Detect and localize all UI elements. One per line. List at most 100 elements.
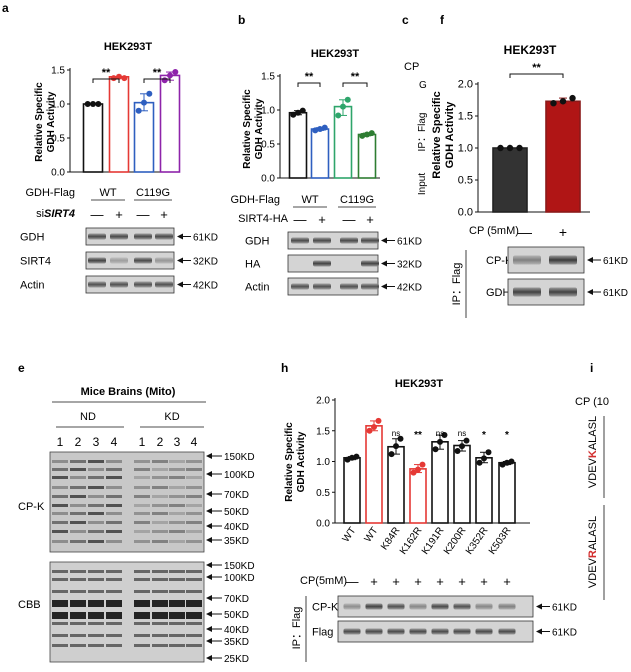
gel-band [152, 612, 168, 619]
gel-band [106, 512, 122, 515]
panel-i-sequence-r: VDEVRALASL [587, 516, 599, 588]
gel-band [186, 521, 202, 524]
blot-band [313, 260, 331, 267]
arrow-icon [381, 237, 387, 244]
blot-band [498, 603, 516, 610]
data-point [95, 101, 102, 107]
y-tick-label: 1.5 [261, 72, 275, 83]
sig-label: ** [102, 67, 111, 79]
gel-band [169, 540, 185, 543]
gel-band [134, 521, 150, 524]
panel-b-ylabel-1: Relative Specific [242, 89, 253, 169]
gel-band [70, 540, 86, 543]
gel-band [70, 570, 86, 573]
arrow-icon [206, 562, 212, 568]
gel-band [88, 570, 104, 573]
panel-h-cp-label: CP(5mM) [300, 575, 347, 587]
gel-band [152, 578, 168, 581]
gel-band [186, 540, 202, 543]
arrow-icon [206, 491, 212, 497]
gel-band [169, 521, 185, 524]
sign-plus: + [370, 574, 378, 589]
mw-marker-label: 70KD [224, 594, 249, 605]
panel-h-ylabel-1: Relative Specific [284, 422, 295, 502]
sign-minus: — [91, 207, 104, 222]
mw-size-label: 32KD [193, 257, 218, 268]
gel-band [52, 622, 68, 625]
y-tick-label: 0.0 [458, 207, 473, 219]
blot-band [409, 603, 427, 610]
gel-band [88, 495, 104, 498]
gel-band [152, 486, 168, 489]
gel-band [52, 460, 68, 463]
blot-band [155, 257, 173, 264]
arrow-icon [206, 523, 212, 529]
y-tick-label: 0.0 [316, 519, 330, 530]
panel-b-group-c119g: C119G [340, 194, 374, 206]
gel-band [106, 521, 122, 524]
sig-bracket [92, 78, 120, 83]
sig-bracket [297, 82, 321, 87]
bar [82, 103, 104, 173]
blot-label: Actin [245, 282, 269, 294]
gel-band [134, 570, 150, 573]
lane-number: 4 [111, 435, 118, 449]
gel-band [134, 540, 150, 543]
gel-band [88, 521, 104, 524]
bar [365, 425, 383, 524]
panel-e-group-kd: KD [164, 411, 179, 423]
y-tick-label: 0.0 [261, 174, 275, 185]
gel-band [169, 644, 185, 647]
gel-band [88, 476, 104, 479]
data-point [454, 448, 461, 455]
panel-i: i CP (10 VDEVKALASL VDEVRALASL [575, 361, 609, 600]
gel-band [70, 504, 86, 507]
mw-size-label: 61KD [397, 237, 422, 248]
data-point [290, 111, 297, 118]
panel-letter-e: e [18, 361, 25, 375]
gel-band [152, 504, 168, 507]
gel-band [134, 644, 150, 647]
gel-band [106, 644, 122, 647]
sig-label: * [482, 430, 486, 441]
data-point [419, 461, 426, 468]
sig-label: ** [305, 71, 314, 83]
data-point [135, 107, 142, 114]
sign-plus: + [115, 207, 123, 222]
gel-band [134, 530, 150, 533]
mw-size-label: 42KD [397, 283, 422, 294]
y-tick-label: 1.0 [261, 106, 275, 117]
sign-minus: — [518, 224, 532, 240]
gel-band [134, 460, 150, 463]
panel-h-chart: 0.00.51.01.52.0ns ** ns ns * *WT WTK84RK162RK1… [316, 396, 530, 557]
gel-band [134, 504, 150, 507]
gel-band [88, 590, 104, 593]
blot-band [513, 255, 541, 265]
mw-size-label: 61KD [552, 628, 577, 639]
panel-b-sirt4ha-label: SIRT4-HA [238, 213, 289, 225]
mw-marker-label: 35KD [224, 637, 249, 648]
data-point [550, 100, 557, 107]
gel-background [49, 451, 205, 553]
gel-band [52, 495, 68, 498]
blot-band [365, 628, 383, 635]
panel-b-sign-row: — + — + [294, 212, 374, 227]
sign-minus: — [137, 207, 150, 222]
arrow-icon [536, 603, 542, 610]
gel-band [186, 530, 202, 533]
data-point [397, 435, 404, 442]
panel-e-title: Mice Brains (Mito) [81, 386, 176, 398]
panel-c: c CP G IP：Flag Input [402, 13, 428, 195]
gel-band [186, 512, 202, 515]
sign-plus: + [503, 574, 511, 589]
gel-band [106, 530, 122, 533]
panel-c-input-label: Input [417, 173, 428, 195]
gel-band [70, 600, 86, 607]
data-point [393, 443, 399, 450]
gel-band [52, 530, 68, 533]
bar [343, 457, 361, 524]
gel-band [134, 600, 150, 607]
lane-number: 4 [191, 435, 198, 449]
gel-band [186, 570, 202, 573]
blot-band [110, 233, 128, 240]
